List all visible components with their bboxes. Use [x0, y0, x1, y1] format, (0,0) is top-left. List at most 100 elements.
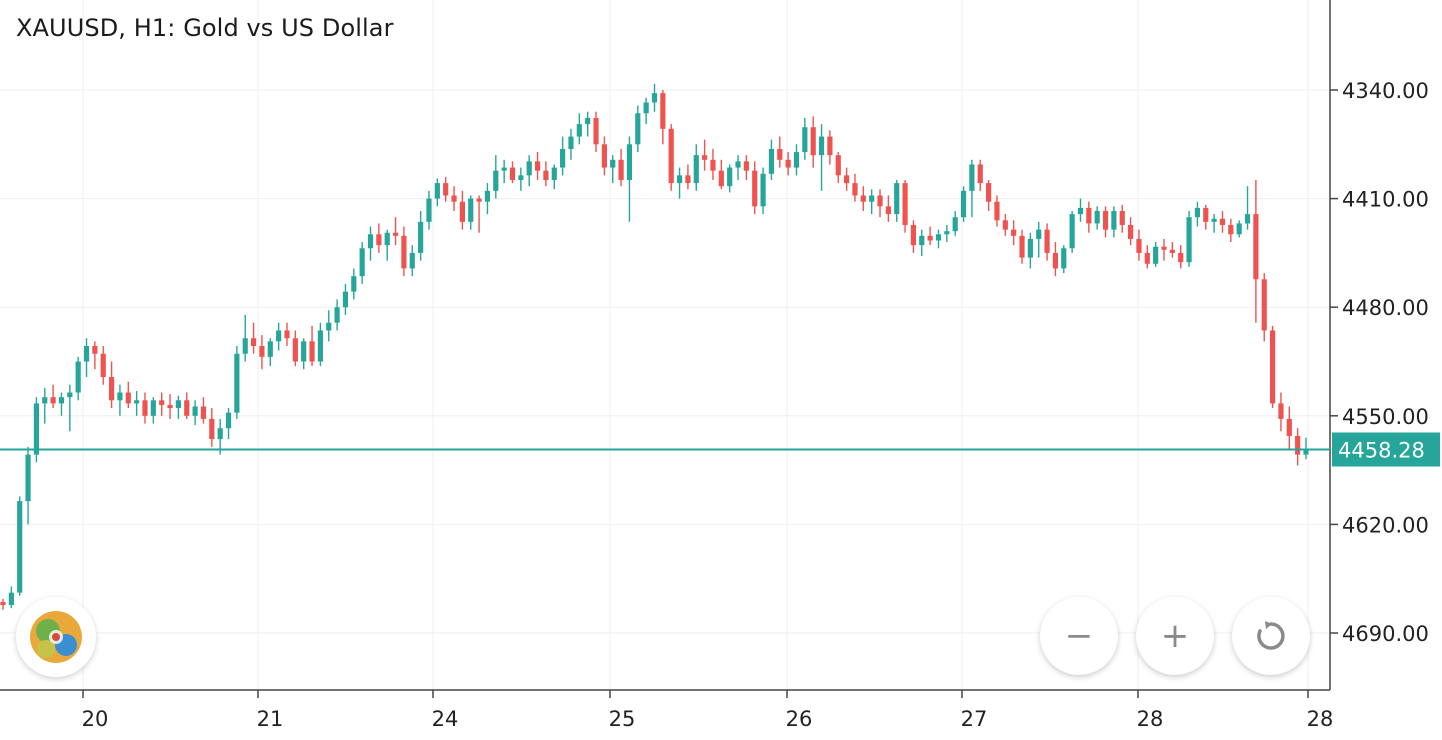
candle: [702, 139, 708, 171]
candle: [100, 345, 106, 385]
candle: [1153, 242, 1159, 267]
candle-body: [768, 148, 775, 174]
candle-body: [551, 167, 557, 180]
candle-body: [877, 195, 883, 207]
candle: [818, 124, 825, 191]
candle: [359, 242, 365, 284]
candle: [960, 186, 967, 222]
candle: [418, 211, 424, 261]
current-price-badge: [1332, 432, 1440, 467]
candle-body: [1136, 238, 1142, 253]
candle-body: [217, 428, 223, 440]
time-label: 26: [786, 707, 813, 731]
candle-body: [818, 136, 825, 156]
zoom-in-button[interactable]: +: [1136, 597, 1214, 675]
zoom-out-button[interactable]: −: [1040, 597, 1118, 675]
candle: [793, 144, 800, 176]
candle: [1178, 245, 1184, 269]
candle-body: [117, 392, 123, 401]
candle-body: [184, 400, 190, 416]
candle: [50, 384, 56, 409]
candle-body: [810, 127, 816, 156]
candle: [42, 387, 48, 424]
candle-body: [568, 136, 574, 149]
candle: [1228, 218, 1234, 243]
candle: [777, 136, 783, 168]
chart-title: XAUUSD, H1: Gold vs US Dollar: [16, 14, 394, 42]
candle: [601, 136, 607, 176]
candle: [1236, 220, 1242, 238]
candle-body: [75, 361, 81, 393]
candle-body: [384, 232, 390, 246]
candle-body: [560, 148, 566, 168]
candle-body: [885, 206, 891, 215]
candle: [108, 361, 115, 409]
candle-body: [25, 454, 31, 502]
candle-body: [777, 148, 783, 160]
candle-body: [986, 183, 992, 202]
candle-body: [960, 190, 967, 218]
candle: [367, 226, 374, 261]
candle-body: [443, 183, 449, 196]
candle: [718, 159, 724, 190]
candle: [276, 322, 282, 351]
candle-body: [1111, 211, 1117, 230]
candle: [526, 155, 532, 187]
reset-view-button[interactable]: [1232, 597, 1310, 675]
candle: [1194, 201, 1201, 227]
candle-body: [702, 155, 708, 160]
candle-body: [292, 338, 298, 362]
candle-body: [543, 170, 549, 180]
candle: [919, 229, 925, 257]
candle-body: [334, 307, 340, 323]
candle-body: [610, 159, 616, 168]
metatrader-logo-icon[interactable]: [16, 597, 96, 677]
candle-body: [618, 159, 624, 180]
candle-body: [860, 195, 866, 202]
candle-body: [459, 201, 465, 222]
candle: [167, 394, 173, 419]
candle: [1278, 392, 1284, 432]
candle: [1102, 206, 1109, 238]
candle-body: [367, 234, 374, 249]
candle: [409, 245, 415, 277]
candle-body: [100, 353, 106, 378]
candle: [209, 408, 215, 447]
candle-body: [1061, 248, 1067, 269]
candle: [693, 144, 699, 191]
candle-body: [1178, 252, 1184, 263]
candle-body: [301, 341, 307, 362]
candle: [1161, 238, 1167, 261]
candle-body: [134, 400, 140, 404]
candle: [735, 155, 741, 180]
candle: [810, 116, 816, 168]
candle: [994, 195, 1000, 227]
candle-body: [827, 136, 833, 156]
candle: [509, 161, 516, 184]
chart-grid: [0, 0, 1330, 690]
candle: [1253, 179, 1259, 323]
candle: [125, 381, 131, 409]
candle-body: [1027, 238, 1033, 258]
candle-body: [1069, 214, 1075, 249]
candle-body: [685, 175, 691, 184]
price-label: 4480.00: [1342, 296, 1429, 320]
candle-body: [869, 195, 875, 202]
candle: [384, 229, 390, 261]
time-label: 27: [961, 707, 988, 731]
candle-body: [209, 418, 215, 440]
candle: [234, 345, 240, 419]
candle-body: [476, 198, 482, 202]
candle: [802, 117, 808, 160]
candle-body: [718, 170, 724, 187]
candle-body: [994, 201, 1000, 221]
candle-body: [534, 161, 541, 171]
candle-body: [67, 392, 73, 398]
candle-body: [802, 127, 808, 153]
candle: [785, 152, 791, 176]
candle: [1027, 232, 1033, 269]
candle: [292, 330, 298, 367]
candle-body: [92, 345, 98, 354]
candle-body: [418, 221, 424, 253]
